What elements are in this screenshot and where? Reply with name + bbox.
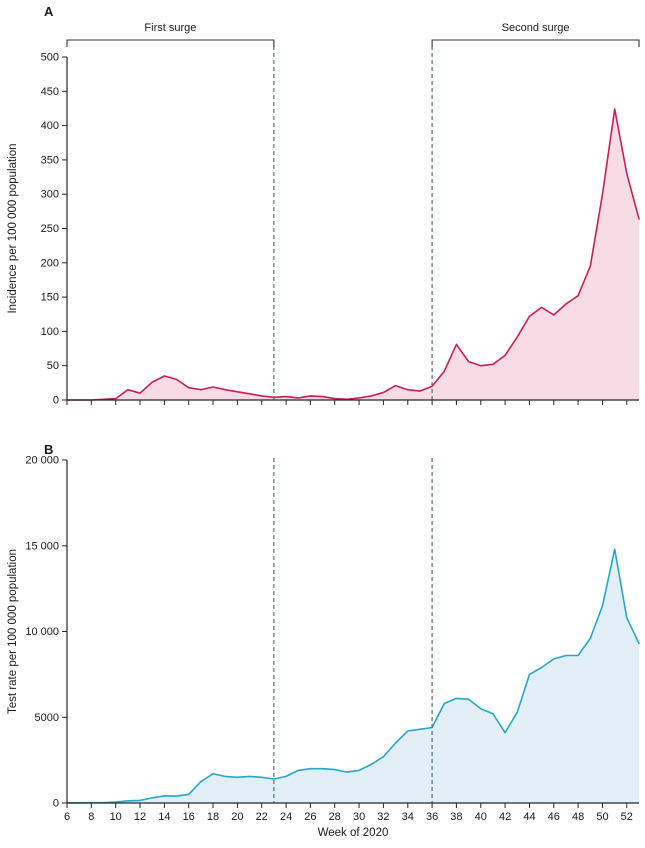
panel-b: 0 5000 10 000 15 000 20 000 6 8 10 12 14 16 18 20 22 2… [7, 442, 640, 839]
x-tick-label: 24 [280, 811, 292, 823]
y-tick-label: 10 000 [25, 626, 59, 638]
y-tick-label: 250 [41, 223, 59, 235]
x-tick-label: 8 [88, 811, 94, 823]
y-tick-label: 200 [41, 257, 59, 269]
y-tick-label: 450 [41, 86, 59, 98]
surge-bracket [431, 39, 640, 47]
x-tick-label: 30 [353, 811, 365, 823]
surge-bracket [66, 39, 275, 47]
test-rate-line [66, 548, 640, 804]
surge-bracket-label: First surge [144, 22, 196, 34]
y-tick-label: 150 [41, 292, 59, 304]
y-tick-label: 100 [41, 326, 59, 338]
x-tick-label: 22 [256, 811, 268, 823]
x-tick-label: 36 [426, 811, 438, 823]
x-tick-label: 52 [621, 811, 633, 823]
x-tick-label: 10 [110, 811, 122, 823]
x-tick-label: 38 [450, 811, 462, 823]
y-tick-label: 5000 [35, 712, 59, 724]
incidence-line [66, 108, 640, 401]
y-tick-label: 20 000 [25, 455, 59, 467]
panel-letter: A [44, 4, 54, 19]
y-axis-title: Incidence per 100 000 population [7, 143, 19, 313]
x-tick-label: 46 [548, 811, 560, 823]
x-tick-label: 44 [523, 811, 535, 823]
y-tick-label: 0 [53, 395, 59, 407]
x-tick-label: 20 [231, 811, 243, 823]
panel-letter: B [44, 442, 53, 457]
test-rate-area [67, 549, 639, 803]
y-tick-label: 500 [41, 52, 59, 64]
y-tick-label: 400 [41, 120, 59, 132]
x-tick-label: 34 [402, 811, 414, 823]
x-tick-label: 6 [64, 811, 70, 823]
x-axis-title: Week of 2020 [318, 827, 389, 839]
x-tick-label: 26 [304, 811, 316, 823]
y-axis-title: Test rate per 100 000 population [7, 549, 19, 714]
x-tick-label: 14 [158, 811, 170, 823]
y-tick-label: 0 [53, 798, 59, 810]
x-tick-label: 28 [329, 811, 341, 823]
y-tick-label: 350 [41, 154, 59, 166]
x-tick-label: 32 [377, 811, 389, 823]
y-tick-label: 50 [47, 360, 59, 372]
y-tick-label: 15 000 [25, 540, 59, 552]
x-tick-label: 18 [207, 811, 219, 823]
y-tick-label: 300 [41, 189, 59, 201]
incidence-area [67, 109, 639, 400]
panel-a: 0 50 100 150 200 250 300 350 400 450 500 Incidence … [7, 4, 640, 407]
surge-bracket-label: Second surge [502, 22, 570, 34]
x-tick-label: 50 [596, 811, 608, 823]
x-tick-label: 16 [183, 811, 195, 823]
x-tick-label: 42 [499, 811, 511, 823]
x-tick-label: 40 [475, 811, 487, 823]
x-tick-label: 12 [134, 811, 146, 823]
x-tick-label: 48 [572, 811, 584, 823]
